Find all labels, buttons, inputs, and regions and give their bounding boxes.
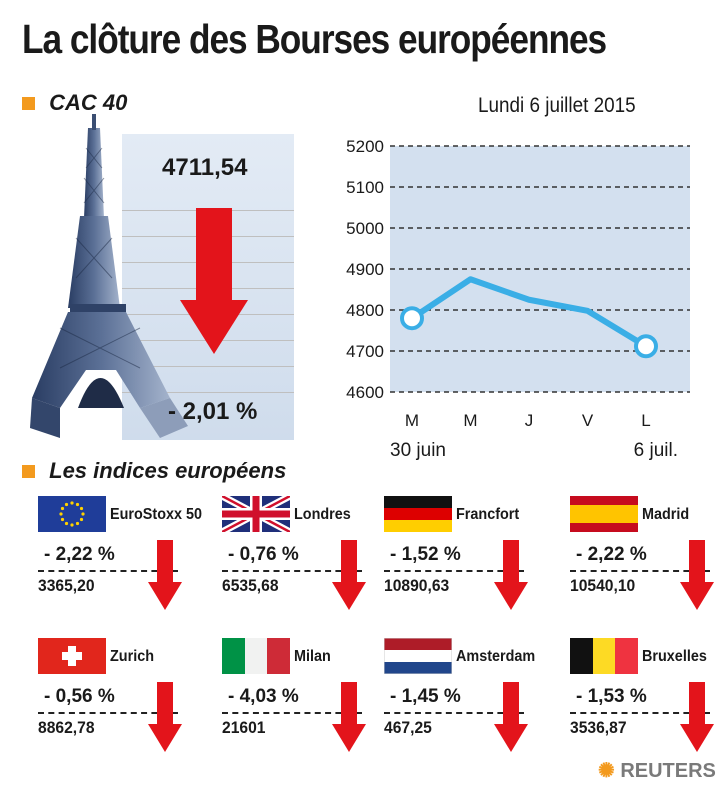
down-arrow-icon — [680, 682, 714, 752]
index-name: Zurich — [110, 648, 155, 665]
orange-square-icon — [22, 97, 35, 110]
italy-flag-icon — [222, 638, 290, 674]
index-value: 3536,87 — [570, 718, 627, 737]
x-tick-label: M — [405, 411, 419, 430]
germany-flag-icon — [384, 496, 452, 532]
down-arrow-icon — [148, 682, 182, 752]
data-point-marker — [400, 306, 424, 331]
index-value: 10890,63 — [384, 576, 450, 595]
index-change: - 4,03 % — [228, 686, 299, 707]
belgium-flag-icon — [570, 638, 638, 674]
dashed-separator — [222, 570, 362, 572]
down-arrow-icon — [148, 540, 182, 610]
dashed-separator — [222, 712, 362, 714]
dashed-separator — [570, 570, 710, 572]
x-sublabel: 6 juil. — [634, 440, 678, 461]
index-tile: Milan - 4,03 % 21601 — [222, 638, 382, 758]
switzerland-flag-icon — [38, 638, 106, 674]
uk-flag-icon — [220, 492, 292, 536]
date-label: Lundi 6 juillet 2015 — [478, 94, 636, 117]
index-change: - 0,56 % — [44, 686, 115, 707]
data-point-marker — [634, 334, 658, 359]
x-tick-label: L — [641, 411, 650, 430]
index-value: 21601 — [222, 718, 266, 737]
orange-square-icon — [22, 465, 35, 478]
down-arrow-icon — [332, 682, 366, 752]
down-arrow-icon — [494, 540, 528, 610]
cac-line-chart: 4600 4700 4800 4900 5000 5100 5200 M M J V L 30 jui… — [346, 137, 690, 461]
indices-section-label: Les indices européens — [22, 458, 286, 484]
index-name: Francfort — [456, 506, 520, 523]
index-tile: Londres - 0,76 % 6535,68 — [220, 492, 382, 616]
dashed-separator — [570, 712, 710, 714]
down-arrow-icon — [332, 540, 366, 610]
y-tick-label: 5100 — [346, 178, 384, 197]
index-tile: Amsterdam - 1,45 % 467,25 — [383, 637, 544, 758]
index-tile: Francfort - 1,52 % 10890,63 — [384, 496, 544, 616]
index-value: 6535,68 — [222, 576, 279, 595]
cac-change: - 2,01 % — [168, 398, 258, 425]
down-arrow-icon — [680, 540, 714, 610]
dashed-separator — [38, 570, 178, 572]
reuters-dots-icon: ✺ — [598, 760, 615, 782]
dashed-separator — [384, 570, 524, 572]
cac-value: 4711,54 — [162, 154, 248, 181]
x-tick-label: V — [582, 411, 594, 430]
index-change: - 1,45 % — [390, 686, 461, 707]
down-arrow-icon — [494, 682, 528, 752]
cac-label: CAC 40 — [49, 90, 128, 115]
index-tile: EuroStoxx 50 - 2,22 % 3365,20 — [38, 496, 202, 616]
index-name: Londres — [294, 506, 351, 523]
eu-flag-icon — [38, 496, 106, 532]
index-name: Madrid — [642, 506, 690, 523]
y-tick-label: 4700 — [346, 342, 384, 361]
index-change: - 2,22 % — [44, 544, 115, 565]
index-value: 10540,10 — [570, 576, 636, 595]
index-change: - 0,76 % — [228, 544, 299, 565]
index-name: EuroStoxx 50 — [110, 506, 203, 523]
index-tile: Bruxelles - 1,53 % 3536,87 — [570, 638, 727, 758]
dashed-separator — [38, 712, 178, 714]
index-tile: Madrid - 2,22 % 10540,10 — [570, 496, 727, 616]
index-name: Amsterdam — [456, 648, 536, 665]
x-tick-label: M — [463, 411, 477, 430]
index-value: 8862,78 — [38, 718, 95, 737]
index-name: Milan — [294, 648, 331, 665]
down-arrow-icon — [180, 208, 248, 354]
index-change: - 1,53 % — [576, 686, 647, 707]
x-tick-label: J — [525, 411, 534, 430]
cac-section-label: CAC 40 — [22, 90, 127, 116]
y-tick-label: 4800 — [346, 301, 384, 320]
netherlands-flag-icon — [383, 637, 453, 675]
y-tick-label: 5000 — [346, 219, 384, 238]
eiffel-tower-icon — [30, 114, 188, 438]
y-tick-label: 4600 — [346, 383, 384, 402]
page-title: La clôture des Bourses européennes — [22, 16, 607, 62]
index-name: Bruxelles — [642, 648, 707, 665]
dashed-separator — [384, 712, 524, 714]
index-value: 467,25 — [384, 718, 432, 737]
y-tick-label: 4900 — [346, 260, 384, 279]
index-tile: Zurich - 0,56 % 8862,78 — [38, 638, 198, 758]
spain-flag-icon — [570, 496, 638, 532]
index-change: - 1,52 % — [390, 544, 461, 565]
index-change: - 2,22 % — [576, 544, 647, 565]
series-line — [410, 276, 648, 349]
reuters-logo: ✺ REUTERS — [598, 760, 716, 782]
y-tick-label: 5200 — [346, 137, 384, 156]
index-value: 3365,20 — [38, 576, 95, 595]
x-sublabel: 30 juin — [390, 440, 446, 461]
